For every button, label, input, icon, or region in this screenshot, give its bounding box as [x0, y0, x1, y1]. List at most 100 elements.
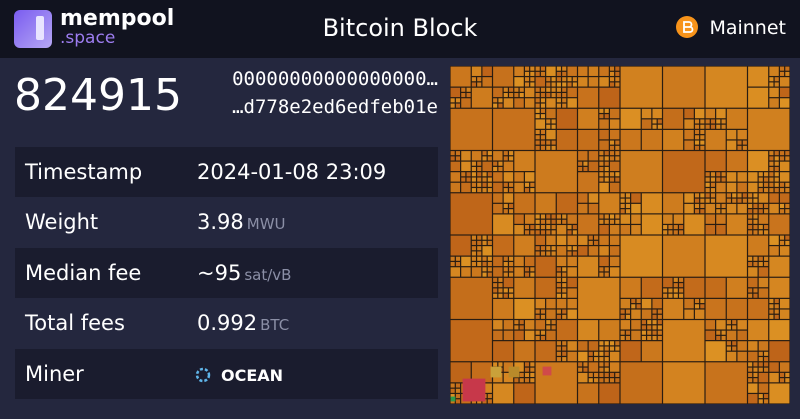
tx-square: [540, 140, 546, 145]
tx-square: [530, 77, 535, 82]
tx-square: [764, 262, 769, 267]
tx-square: [726, 325, 731, 330]
tx-square: [535, 251, 540, 256]
miner-name: OCEAN: [221, 365, 284, 385]
tx-square: [471, 77, 476, 82]
tx-square: [482, 256, 487, 261]
tx-square: [716, 203, 721, 208]
tx-square: [556, 298, 567, 309]
tx-square: [737, 145, 742, 150]
tx-square: [663, 277, 673, 288]
tx-square: [609, 267, 620, 277]
tx-square: [679, 277, 684, 282]
tx-square: [556, 77, 561, 82]
tx-square: [514, 214, 524, 224]
tx-square: [604, 108, 609, 113]
tx-square: [514, 330, 524, 341]
tx-square: [700, 124, 705, 129]
logo[interactable]: mempool: [60, 6, 175, 31]
info-row: Total fees 0.992 BTC: [15, 298, 438, 348]
tx-square: [599, 172, 604, 177]
tx-square: [556, 98, 561, 103]
tx-square: [641, 320, 646, 325]
tx-square: [615, 156, 620, 161]
tx-square: [769, 77, 774, 82]
tx-square: [524, 320, 535, 330]
tx-square: [535, 71, 540, 76]
tx-square: [758, 357, 763, 362]
tx-square: [493, 383, 514, 404]
tx-square: [620, 314, 625, 319]
tx-square: [769, 314, 774, 319]
tx-square: [482, 161, 492, 172]
info-table: Timestamp 2024-01-08 23:09 Weight 3.98 MWU Me…: [15, 147, 438, 399]
tx-square: [477, 256, 482, 261]
tx-square: [519, 87, 524, 92]
tx-square: [578, 129, 599, 150]
tx-square: [705, 298, 726, 319]
tx-square: [493, 203, 503, 214]
tx-square: [594, 235, 599, 240]
tx-square: [705, 172, 710, 177]
tx-square: [556, 103, 561, 108]
pool-icon: [195, 367, 211, 382]
network[interactable]: Mainnet: [709, 17, 786, 39]
tx-square: [599, 77, 609, 87]
tx-square: [509, 188, 514, 193]
tx-square: [530, 225, 535, 230]
tx-square: [769, 182, 774, 187]
tx-square: [514, 172, 524, 182]
tx-square: [609, 108, 620, 119]
tx-square: [540, 87, 546, 92]
tx-square: [578, 203, 588, 214]
tx-square: [663, 129, 684, 150]
tx-square: [769, 362, 779, 372]
tx-square: [461, 256, 471, 267]
tx-square: [742, 145, 747, 150]
tx-square: [779, 240, 785, 245]
tx-square: [546, 77, 551, 82]
tx-square: [588, 66, 599, 76]
tx-square: [748, 193, 753, 198]
tx-square: [540, 246, 546, 251]
tx-square: [726, 193, 731, 198]
tx-square: [466, 87, 471, 92]
tx-square: [471, 256, 476, 261]
tx-square: [758, 394, 763, 399]
tx-square: [652, 320, 657, 325]
tx-square: [748, 108, 790, 150]
tx-square: [588, 378, 593, 383]
logo-icon[interactable]: [14, 10, 52, 48]
tx-square: [455, 388, 461, 393]
tx-square: [524, 188, 530, 193]
tx-square: [721, 203, 726, 208]
tx-square: [498, 283, 503, 288]
tx-square: [652, 335, 657, 341]
tx-square: [742, 193, 747, 198]
tx-square: [769, 246, 779, 256]
tx-square: [705, 151, 726, 172]
tx-square: [769, 341, 790, 362]
tx-square: [694, 124, 700, 129]
tx-square: [599, 214, 604, 219]
tx-square: [503, 372, 514, 383]
tx-square: [482, 188, 487, 193]
logo-suffix[interactable]: .space: [60, 28, 116, 48]
tx-square: [604, 378, 609, 383]
tx-square: [524, 172, 535, 182]
tx-square: [546, 325, 551, 330]
tx-square: [732, 341, 737, 346]
value-unit: sat/vB: [244, 265, 292, 284]
tx-square: [490, 366, 502, 378]
tx-square: [758, 367, 763, 372]
tx-square: [578, 320, 599, 341]
tx-square: [779, 246, 790, 256]
tx-square: [466, 177, 471, 182]
tx-square: [604, 267, 609, 272]
tx-square: [567, 235, 577, 245]
tx-square: [540, 98, 546, 103]
tx-square: [753, 367, 758, 372]
info-row: Miner OCEAN: [15, 348, 438, 399]
tx-square: [540, 71, 546, 76]
tx-square: [742, 198, 747, 203]
